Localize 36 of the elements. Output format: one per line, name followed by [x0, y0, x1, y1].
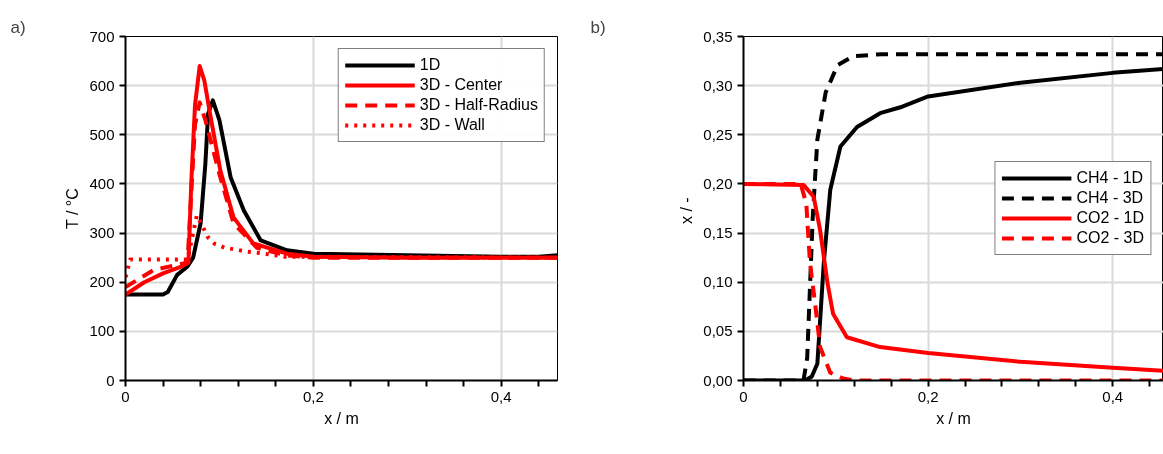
legend-label: CH4 - 1D	[1076, 169, 1144, 187]
legend-label: CH4 - 3D	[1076, 189, 1144, 207]
y-tick-label: 0,05	[703, 322, 733, 340]
legend-label: 3D - Center	[419, 76, 503, 94]
y-tick-label: 0,00	[703, 371, 733, 389]
legend-label: 3D - Half-Radius	[419, 96, 538, 114]
x-axis-title: x / m	[324, 409, 359, 427]
y-tick-label: 600	[89, 76, 115, 94]
legend-label: CO2 - 1D	[1076, 209, 1144, 227]
x-tick-label: 0,4	[1102, 387, 1124, 405]
text: a)	[10, 17, 26, 37]
y-axis-title: x / -	[678, 197, 696, 225]
y-tick-label: 200	[89, 273, 115, 291]
y-tick-label: 100	[89, 322, 115, 340]
x-tick-label: 0,4	[490, 387, 512, 405]
legend-label: 1D	[419, 56, 441, 74]
y-tick-label: 0,10	[703, 273, 733, 291]
y-tick-label: 500	[89, 125, 115, 143]
y-tick-label: 300	[89, 224, 115, 242]
x-tick-label: 0,2	[917, 387, 939, 405]
y-tick-label: 0,15	[703, 224, 733, 242]
text: b)	[590, 17, 606, 37]
legend-label: 3D - Wall	[419, 116, 485, 134]
y-tick-label: 700	[89, 27, 115, 45]
x-axis-title: x / m	[936, 409, 971, 427]
y-tick-label: 0,20	[703, 174, 733, 192]
y-tick-label: 0,35	[703, 27, 733, 45]
y-axis-title: T / °C	[64, 188, 82, 230]
legend-label: CO2 - 3D	[1076, 229, 1144, 247]
y-tick-label: 0,30	[703, 76, 733, 94]
x-tick-label: 0	[121, 387, 130, 405]
x-tick-label: 0	[739, 387, 748, 405]
x-tick-label: 0,2	[302, 387, 324, 405]
y-tick-label: 0,25	[703, 125, 733, 143]
y-tick-label: 400	[89, 174, 115, 192]
y-tick-label: 0	[106, 371, 115, 389]
